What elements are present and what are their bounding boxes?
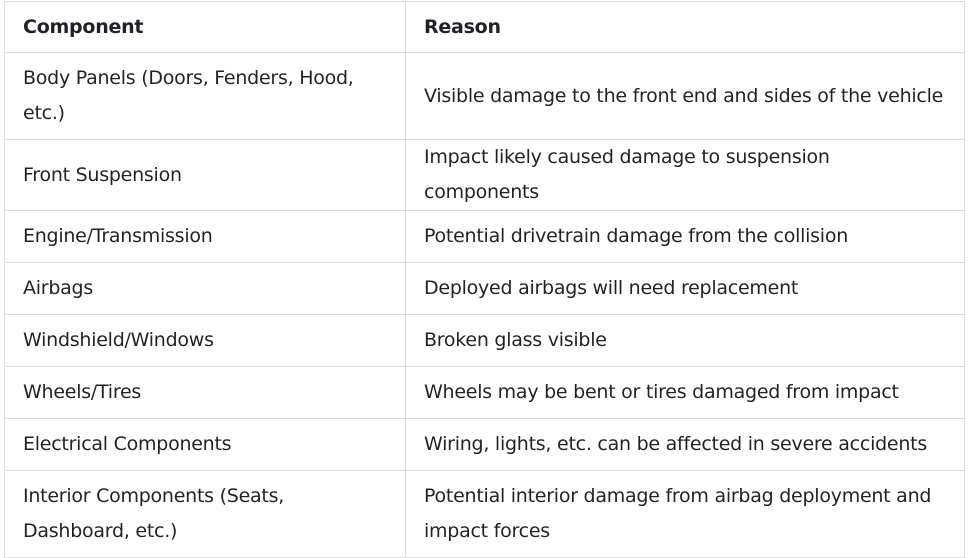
component-cell: Body Panels (Doors, Fenders, Hood, etc.): [4, 52, 406, 140]
component-cell: Electrical Components: [4, 418, 406, 471]
component-cell: Wheels/Tires: [4, 366, 406, 419]
table-row: Body Panels (Doors, Fenders, Hood, etc.)…: [4, 52, 965, 140]
reason-cell: Wheels may be bent or tires damaged from…: [405, 366, 965, 419]
table-row: Electrical Components Wiring, lights, et…: [4, 418, 965, 471]
column-header-reason: Reason: [405, 1, 965, 53]
reason-cell: Visible damage to the front end and side…: [405, 52, 965, 140]
reason-cell: Wiring, lights, etc. can be affected in …: [405, 418, 965, 471]
table-row: Windshield/Windows Broken glass visible: [4, 314, 965, 367]
reason-cell: Impact likely caused damage to suspensio…: [405, 139, 965, 211]
table-header-row: Component Reason: [4, 1, 965, 53]
column-header-component: Component: [4, 1, 406, 53]
component-cell: Interior Components (Seats, Dashboard, e…: [4, 470, 406, 558]
component-cell: Engine/Transmission: [4, 210, 406, 263]
table-row: Interior Components (Seats, Dashboard, e…: [4, 470, 965, 558]
table-row: Wheels/Tires Wheels may be bent or tires…: [4, 366, 965, 419]
table-row: Airbags Deployed airbags will need repla…: [4, 262, 965, 315]
component-cell: Windshield/Windows: [4, 314, 406, 367]
reason-cell: Potential interior damage from airbag de…: [405, 470, 965, 558]
reason-cell: Deployed airbags will need replacement: [405, 262, 965, 315]
component-reason-table: Component Reason Body Panels (Doors, Fen…: [4, 1, 965, 558]
table-row: Front Suspension Impact likely caused da…: [4, 139, 965, 211]
table-row: Engine/Transmission Potential drivetrain…: [4, 210, 965, 263]
component-cell: Airbags: [4, 262, 406, 315]
component-table-container: Component Reason Body Panels (Doors, Fen…: [4, 1, 965, 558]
reason-cell: Broken glass visible: [405, 314, 965, 367]
reason-cell: Potential drivetrain damage from the col…: [405, 210, 965, 263]
component-cell: Front Suspension: [4, 139, 406, 211]
